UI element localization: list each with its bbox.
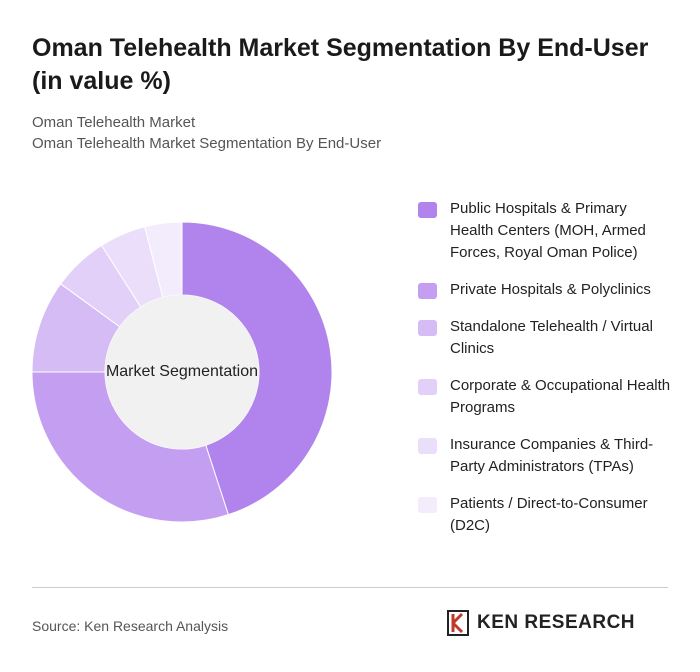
donut-chart: Market Segmentation bbox=[31, 221, 333, 523]
legend-label: Standalone Telehealth / Virtual Clinics bbox=[450, 318, 653, 357]
donut-hole bbox=[105, 295, 259, 449]
legend-item: Standalone Telehealth / Virtual Clinics bbox=[418, 316, 678, 360]
legend-swatch bbox=[418, 438, 437, 454]
source: Source: Ken Research Analysis bbox=[32, 618, 229, 634]
legend: Public Hospitals & Primary Health Center… bbox=[418, 198, 678, 552]
breadcrumb: Oman Telehealth Market Segmentation By E… bbox=[32, 135, 382, 152]
legend-label: Patients / Direct-to-Consumer (D2C) bbox=[450, 495, 648, 534]
legend-swatch bbox=[418, 202, 437, 218]
legend-swatch bbox=[418, 320, 437, 336]
legend-item: Public Hospitals & Primary Health Center… bbox=[418, 198, 678, 264]
legend-label: Private Hospitals & Polyclinics bbox=[450, 281, 651, 298]
legend-item: Private Hospitals & Polyclinics bbox=[418, 279, 678, 301]
legend-swatch bbox=[418, 379, 437, 395]
legend-label: Corporate & Occupational Health Programs bbox=[450, 377, 671, 416]
legend-swatch bbox=[418, 283, 437, 299]
logo: KEN RESEARCH bbox=[447, 610, 635, 636]
logo-text: KEN RESEARCH bbox=[477, 612, 636, 633]
legend-swatch bbox=[418, 497, 437, 513]
logo-icon bbox=[447, 610, 469, 636]
legend-label: Public Hospitals & Primary Health Center… bbox=[450, 200, 646, 261]
center-label: Market Segmentation bbox=[106, 363, 258, 380]
legend-item: Insurance Companies & Third-Party Admini… bbox=[418, 434, 678, 478]
chart-title: Oman Telehealth Market Segmentation By E… bbox=[32, 34, 649, 95]
legend-item: Corporate & Occupational Health Programs bbox=[418, 375, 678, 419]
legend-item: Patients / Direct-to-Consumer (D2C) bbox=[418, 493, 678, 537]
legend-label: Insurance Companies & Third-Party Admini… bbox=[450, 436, 654, 475]
divider bbox=[32, 587, 668, 588]
breadcrumb: Oman Telehealth Market bbox=[32, 114, 196, 131]
